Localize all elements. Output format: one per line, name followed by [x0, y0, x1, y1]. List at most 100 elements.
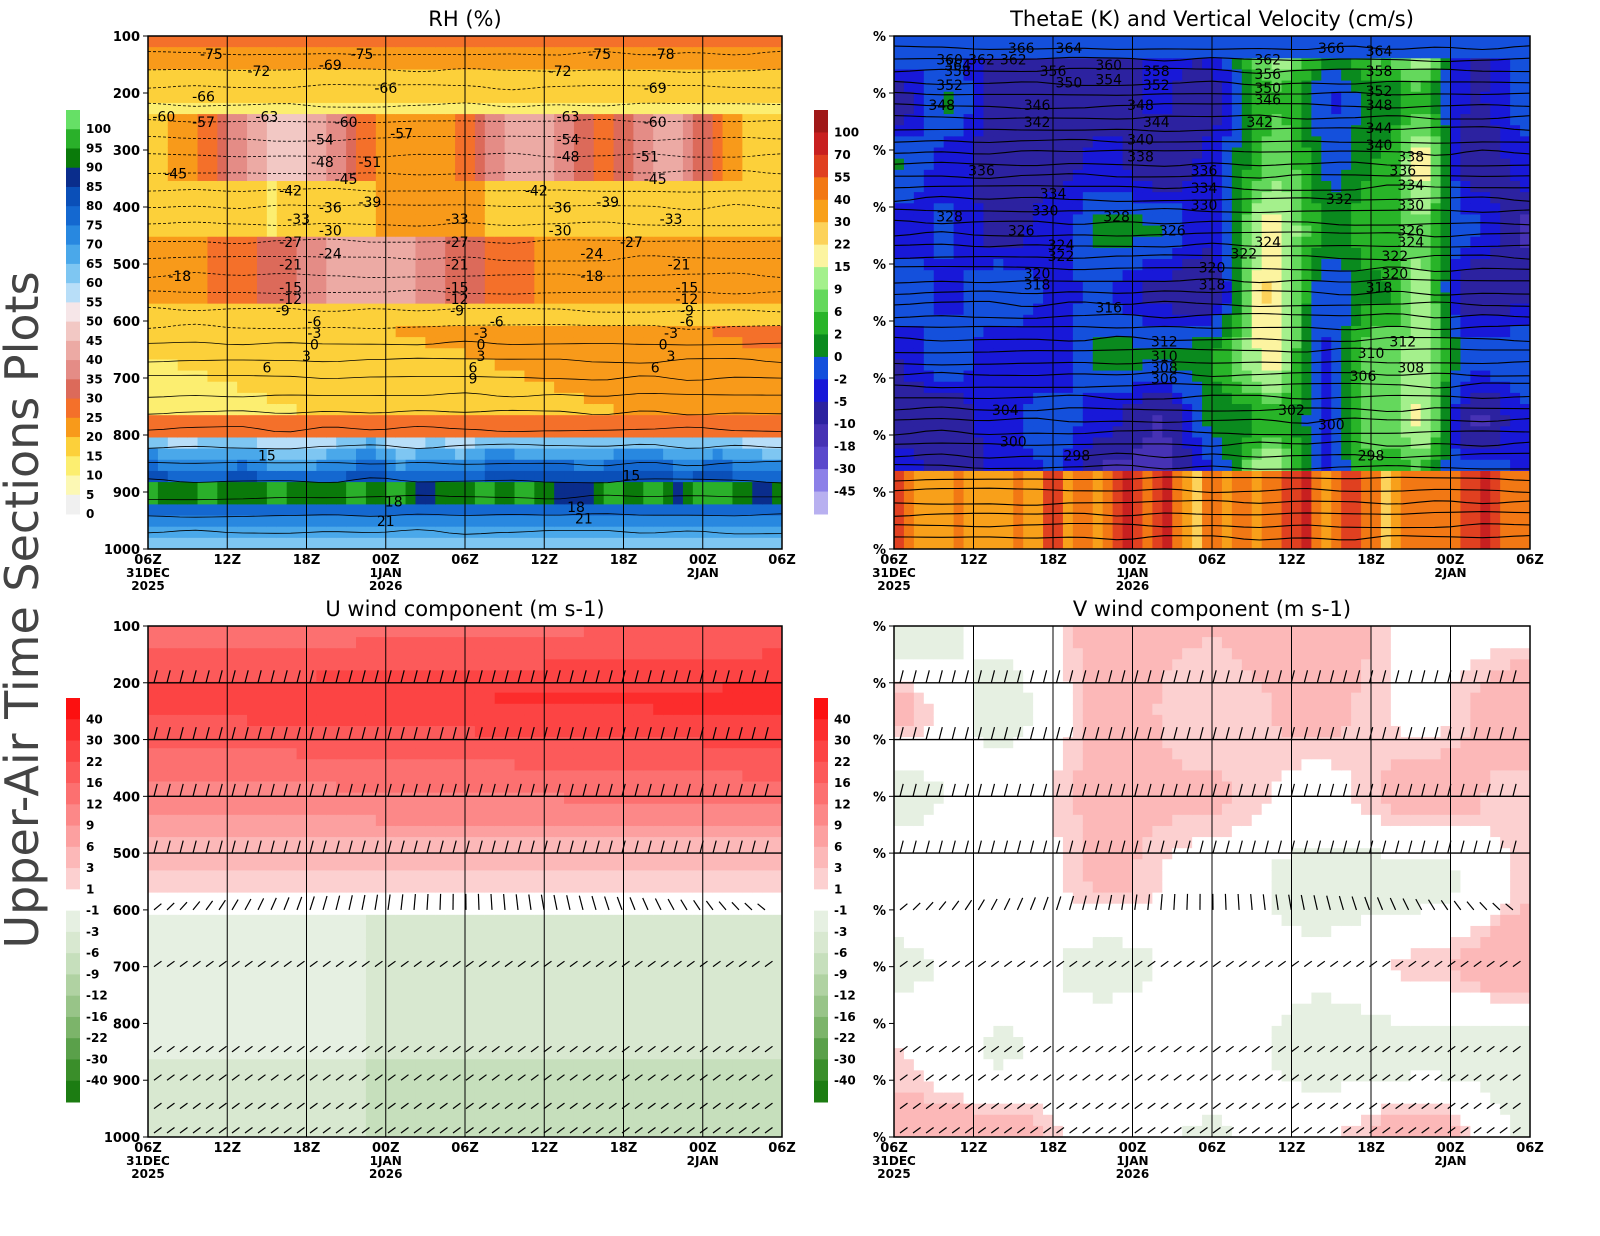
field-cell [167, 225, 179, 238]
field-cell [653, 292, 664, 305]
field-cell [1053, 47, 1064, 59]
field-cell [1102, 36, 1114, 48]
field-cell [1212, 482, 1223, 494]
field-cell [395, 247, 407, 260]
field-cell [207, 203, 218, 216]
field-cell [1221, 192, 1233, 204]
field-cell [346, 437, 357, 450]
field-cell [593, 526, 605, 539]
field-cell [534, 102, 545, 115]
field-cell [276, 392, 288, 405]
field-cell [772, 415, 782, 427]
field-cell [148, 325, 159, 338]
field-cell [1142, 80, 1153, 93]
field-cell [256, 102, 268, 115]
field-cell [207, 526, 218, 539]
field-cell [316, 36, 327, 48]
field-cell [1142, 281, 1153, 294]
field-cell [653, 415, 664, 427]
field-cell [514, 504, 526, 517]
field-cell [573, 504, 585, 517]
field-cell [465, 470, 476, 483]
field-cell [564, 192, 575, 204]
field-cell [266, 102, 278, 115]
field-cell [1172, 259, 1183, 271]
field-cell [722, 482, 734, 494]
field-cell [1241, 114, 1253, 126]
field-cell [534, 404, 545, 416]
field-cell [425, 69, 436, 82]
field-cell [702, 470, 714, 483]
field-cell [148, 537, 159, 549]
field-cell [564, 236, 575, 249]
field-cell [187, 325, 199, 338]
field-cell [913, 537, 925, 549]
field-cell [504, 426, 516, 439]
field-cell [1013, 426, 1024, 439]
field-cell [1142, 325, 1153, 338]
field-cell [544, 203, 555, 216]
field-cell [752, 180, 763, 193]
field-cell [673, 247, 684, 260]
field-cell [524, 281, 535, 294]
field-cell [692, 348, 704, 361]
field-cell [256, 459, 268, 472]
field-cell [643, 515, 654, 528]
field-cell [1112, 370, 1124, 383]
field-cell [336, 292, 347, 305]
field-cell [752, 214, 763, 227]
field-cell [1003, 303, 1014, 316]
field-cell [1122, 359, 1134, 372]
field-cell [187, 270, 199, 282]
field-cell [494, 69, 506, 82]
field-cell [1023, 225, 1034, 238]
field-cell [692, 292, 704, 305]
field-cell [544, 448, 555, 461]
field-cell [732, 292, 743, 305]
field-cell [514, 303, 526, 316]
field-cell [1043, 314, 1054, 327]
field-cell [1023, 47, 1034, 59]
contour-label: -6 [307, 315, 321, 331]
field-cell [1072, 147, 1084, 160]
field-cell [923, 314, 935, 327]
field-cell [554, 180, 565, 193]
field-cell [455, 80, 466, 93]
field-cell [504, 169, 516, 182]
field-cell [1192, 114, 1203, 126]
field-cell [1251, 47, 1263, 59]
field-cell [1023, 448, 1034, 461]
contour-label: -72 [247, 64, 270, 80]
field-cell [772, 47, 782, 59]
field-cell [1062, 80, 1074, 93]
field-cell [564, 69, 575, 82]
field-cell [613, 303, 625, 316]
field-cell [1182, 203, 1193, 216]
field-cell [346, 247, 357, 260]
field-cell [256, 203, 268, 216]
field-cell [963, 415, 975, 427]
field-cell [1102, 91, 1114, 104]
field-cell [1212, 192, 1223, 204]
field-cell [237, 303, 248, 316]
field-cell [742, 192, 753, 204]
field-cell [395, 404, 407, 416]
field-cell [943, 80, 955, 93]
field-cell [336, 314, 347, 327]
field-cell [385, 136, 397, 149]
field-cell [1023, 437, 1034, 450]
field-cell [1202, 80, 1213, 93]
field-cell [346, 36, 357, 48]
field-cell [1281, 69, 1293, 82]
field-cell [504, 470, 516, 483]
field-cell [405, 125, 417, 137]
colorbar-label: 45 [86, 334, 103, 348]
field-cell [752, 493, 763, 505]
field-cell [973, 192, 985, 204]
field-cell [187, 314, 199, 327]
field-cell [356, 448, 367, 461]
field-cell [187, 415, 199, 427]
field-cell [613, 437, 625, 450]
field-cell [425, 203, 436, 216]
field-cell [217, 337, 228, 349]
